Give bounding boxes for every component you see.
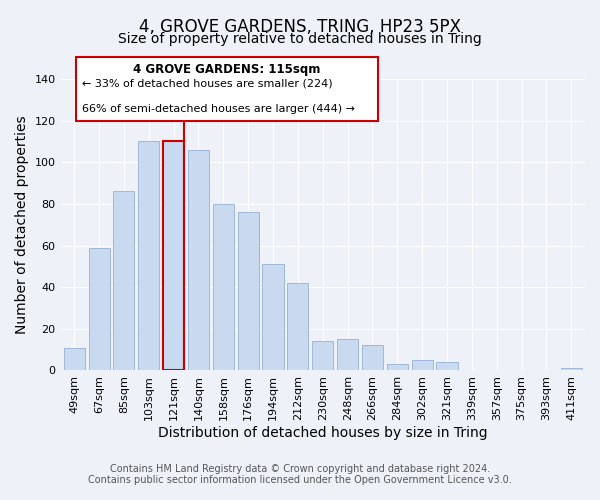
Bar — [64, 348, 85, 370]
Bar — [362, 346, 383, 370]
Bar — [138, 142, 160, 370]
Text: 66% of semi-detached houses are larger (444) →: 66% of semi-detached houses are larger (… — [82, 104, 355, 114]
Text: Size of property relative to detached houses in Tring: Size of property relative to detached ho… — [118, 32, 482, 46]
Text: Contains public sector information licensed under the Open Government Licence v3: Contains public sector information licen… — [88, 475, 512, 485]
Text: 4 GROVE GARDENS: 115sqm: 4 GROVE GARDENS: 115sqm — [133, 62, 321, 76]
Bar — [113, 192, 134, 370]
Bar — [387, 364, 408, 370]
Bar — [163, 142, 184, 370]
Bar — [412, 360, 433, 370]
Text: ← 33% of detached houses are smaller (224): ← 33% of detached houses are smaller (22… — [82, 78, 333, 88]
Bar — [312, 342, 334, 370]
Bar — [238, 212, 259, 370]
Y-axis label: Number of detached properties: Number of detached properties — [15, 116, 29, 334]
Bar — [337, 339, 358, 370]
Bar — [89, 248, 110, 370]
Text: Contains HM Land Registry data © Crown copyright and database right 2024.: Contains HM Land Registry data © Crown c… — [110, 464, 490, 474]
Bar — [561, 368, 582, 370]
Bar — [188, 150, 209, 370]
Bar — [287, 283, 308, 370]
Bar — [436, 362, 458, 370]
Bar — [262, 264, 284, 370]
Text: 4, GROVE GARDENS, TRING, HP23 5PX: 4, GROVE GARDENS, TRING, HP23 5PX — [139, 18, 461, 36]
Bar — [213, 204, 234, 370]
X-axis label: Distribution of detached houses by size in Tring: Distribution of detached houses by size … — [158, 426, 488, 440]
